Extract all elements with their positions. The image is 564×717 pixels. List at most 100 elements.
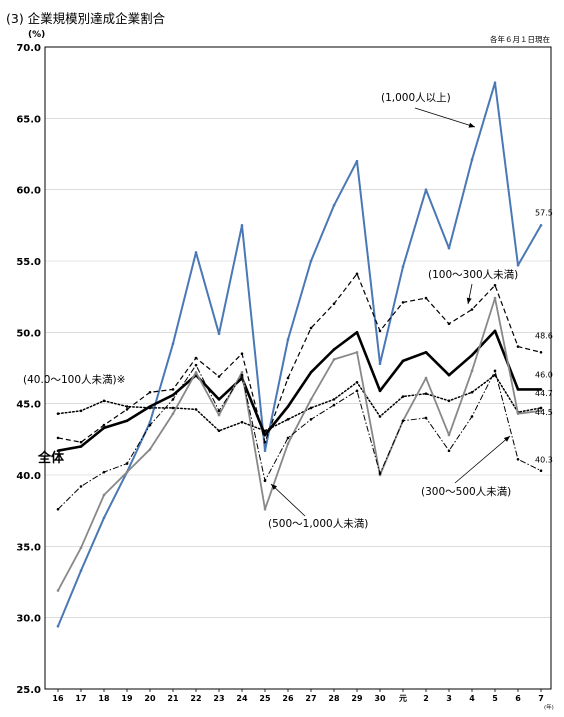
data-point-s100_300: [447, 322, 451, 326]
data-point-s500_1000: [56, 589, 60, 592]
end-value-label: 46.0: [535, 370, 553, 379]
data-point-s100_300: [79, 440, 83, 444]
data-point-s1000: [539, 224, 543, 227]
data-point-s1000: [56, 624, 60, 628]
data-point-s1000: [217, 332, 221, 336]
x-tick-label: 27: [305, 694, 316, 703]
data-point-s_total: [286, 405, 290, 408]
data-point-s500_1000: [286, 442, 290, 445]
data-point-s500_1000: [79, 546, 83, 550]
data-point-s300_500: [332, 403, 336, 407]
x-tick-label: 25: [259, 694, 271, 703]
x-tick-label: 22: [190, 694, 201, 703]
x-tick-label: 30: [374, 694, 386, 703]
x-tick-label: 元: [399, 694, 407, 703]
data-point-s500_1000: [263, 507, 267, 511]
data-point-s300_500: [309, 418, 313, 421]
data-point-s40_100: [263, 429, 267, 433]
data-point-s100_300: [217, 375, 221, 378]
data-point-s1000: [470, 158, 474, 162]
data-point-s500_1000: [171, 412, 175, 415]
data-point-s_total: [125, 419, 129, 423]
data-point-s1000: [309, 259, 313, 263]
data-point-s300_500: [217, 409, 221, 413]
x-tick-label: 26: [282, 694, 294, 703]
x-tick-label: 7: [538, 694, 544, 703]
data-point-s1000: [493, 81, 497, 84]
x-axis-unit: (年): [544, 705, 554, 711]
data-point-s1000: [424, 188, 428, 191]
data-point-s1000: [171, 342, 175, 346]
data-point-s300_500: [424, 416, 428, 420]
data-point-s1000: [79, 569, 83, 572]
grid: [45, 118, 551, 618]
x-tick-label: 5: [492, 694, 498, 703]
annotation-a40_100: (40.0～100人未満)※: [23, 374, 125, 386]
data-point-s300_500: [240, 373, 244, 377]
series-lines: [56, 81, 543, 628]
data-point-s1000: [447, 246, 451, 250]
data-point-s500_1000: [470, 369, 474, 373]
data-point-s500_1000: [332, 358, 336, 361]
data-point-s100_300: [263, 440, 267, 444]
annotation-a_total: 全体: [37, 450, 65, 466]
data-point-s_total: [401, 359, 405, 363]
data-point-s100_300: [332, 302, 336, 306]
data-point-s500_1000: [539, 409, 543, 413]
end-value-label: 44.7: [535, 389, 553, 398]
data-point-s40_100: [240, 420, 244, 424]
data-point-s500_1000: [424, 376, 428, 380]
end-value-label: 44.5: [535, 408, 553, 417]
data-point-s100_300: [148, 390, 152, 394]
data-point-s100_300: [516, 345, 520, 348]
data-point-s_total: [263, 433, 267, 437]
data-point-s40_100: [148, 406, 152, 410]
data-point-s300_500: [194, 363, 198, 367]
end-value-label: 40.3: [535, 456, 553, 465]
data-point-s300_500: [56, 507, 60, 511]
date-note: 各年６月１日現在: [490, 35, 550, 44]
data-point-s100_300: [470, 308, 474, 311]
arrow-head: [466, 297, 472, 304]
data-point-s40_100: [56, 412, 60, 415]
data-point-s300_500: [539, 469, 543, 473]
data-point-s40_100: [447, 399, 451, 403]
x-tick-label: 17: [75, 694, 86, 703]
data-point-s1000: [148, 420, 152, 424]
data-point-s_total: [171, 393, 175, 397]
data-point-s100_300: [493, 283, 497, 287]
y-tick-label: 25.0: [16, 685, 41, 696]
series-line-s40_100: [57, 374, 542, 432]
data-point-s100_300: [125, 408, 129, 411]
y-tick-label: 30.0: [16, 614, 41, 625]
data-point-s1000: [516, 263, 520, 267]
data-point-s500_1000: [516, 412, 520, 415]
x-tick-label: 2: [423, 694, 429, 703]
end-value-label: 48.6: [535, 331, 553, 340]
data-point-s40_100: [378, 415, 382, 418]
data-point-s300_500: [493, 369, 497, 373]
data-point-s100_300: [102, 423, 106, 427]
data-point-s100_300: [171, 388, 175, 391]
x-tick-label: 6: [515, 694, 521, 703]
data-point-s500_1000: [125, 470, 129, 474]
annotation-a500_1000: (500～1,000人未満): [268, 518, 368, 530]
y-tick-label: 50.0: [16, 328, 41, 339]
data-point-s300_500: [102, 470, 106, 474]
data-point-s40_100: [539, 406, 543, 410]
data-point-s40_100: [286, 418, 290, 421]
y-tick-label: 40.0: [16, 471, 41, 482]
data-point-s500_1000: [309, 398, 313, 401]
y-tick-label: 55.0: [16, 257, 41, 268]
data-point-s100_300: [401, 301, 405, 304]
data-point-s500_1000: [102, 493, 106, 497]
data-point-s_total: [516, 388, 520, 391]
data-point-s300_500: [286, 436, 290, 440]
chart-title: (3) 企業規模別達成企業割合: [6, 11, 166, 26]
x-tick-label: 29: [351, 694, 363, 703]
data-point-s40_100: [470, 390, 474, 394]
arrow-head: [468, 122, 475, 128]
y-axis-unit: (%): [28, 30, 46, 40]
data-point-s40_100: [309, 406, 313, 410]
